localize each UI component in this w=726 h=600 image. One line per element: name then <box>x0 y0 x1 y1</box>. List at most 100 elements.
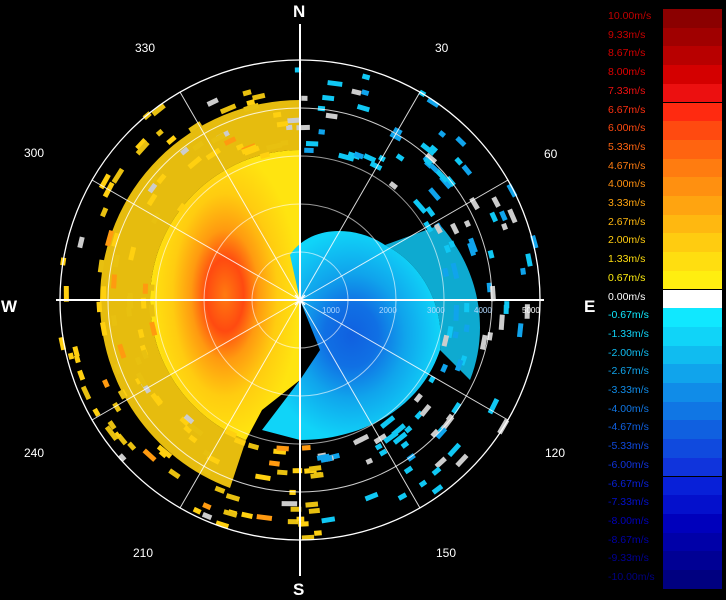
legend-swatch <box>663 158 722 178</box>
echo-gate <box>316 453 330 461</box>
echo-gate <box>364 491 379 502</box>
echo-gate <box>391 423 407 437</box>
echo-gate <box>447 442 462 458</box>
echo-gate <box>450 222 460 235</box>
legend-swatch <box>663 326 722 346</box>
echo-gate <box>72 345 80 358</box>
legend-swatch <box>663 364 722 383</box>
echo-gate <box>361 73 371 81</box>
echo-gate <box>118 453 127 462</box>
legend-row: -10.00m/s <box>606 570 722 589</box>
echo-gate <box>354 436 364 445</box>
echo-gate <box>325 112 338 120</box>
echo-gate <box>431 484 444 495</box>
echo-gate <box>498 314 505 330</box>
legend-swatch <box>663 420 722 440</box>
echo-gate <box>107 420 117 431</box>
legend-row: 6.67m/s <box>606 102 722 122</box>
legend-label: -4.00m/s <box>608 402 649 415</box>
echo-gate <box>102 378 110 388</box>
legend-row: -2.67m/s <box>606 364 722 383</box>
radar-ppi-display: 1000 2000 3000 4000 5000 <box>56 24 544 576</box>
legend-label: -2.00m/s <box>608 346 649 359</box>
legend-swatch <box>663 46 722 66</box>
echo-gate <box>188 434 198 444</box>
echo-gate <box>305 141 319 147</box>
legend-row: 10.00m/s <box>606 9 722 28</box>
echo-gate <box>351 88 362 96</box>
echo-gate <box>506 183 518 198</box>
echo-gate <box>225 493 241 502</box>
echo-gate <box>301 534 315 541</box>
echo-gate <box>215 520 230 530</box>
echo-gate <box>318 129 326 135</box>
legend-swatch <box>663 495 722 514</box>
legend-swatch <box>663 383 722 402</box>
echo-gate <box>305 501 319 508</box>
legend-row: 3.33m/s <box>606 196 722 215</box>
echo-gate <box>448 240 456 248</box>
echo-gate <box>202 449 212 458</box>
echo-gate <box>148 304 156 317</box>
echo-gate <box>223 509 238 518</box>
echo-gate <box>155 128 164 137</box>
echo-gate <box>242 89 252 97</box>
echo-gate <box>363 153 377 163</box>
legend-swatch <box>663 27 722 47</box>
echo-gate <box>80 385 92 401</box>
legend-label: -10.00m/s <box>608 571 655 583</box>
echo-gate <box>104 425 119 441</box>
echo-gate <box>104 229 115 247</box>
echo-gate <box>308 507 320 514</box>
legend-label: -9.33m/s <box>608 552 649 565</box>
bearing-label-330: 330 <box>135 41 156 55</box>
legend-swatch <box>663 476 722 496</box>
echo-gate <box>63 285 69 302</box>
legend-row: 7.33m/s <box>606 83 722 103</box>
outbound-velocity-region <box>149 150 300 440</box>
echo-gate <box>395 153 405 162</box>
echo-gate <box>247 442 260 451</box>
echo-gate <box>117 389 127 400</box>
echo-gate <box>450 262 460 280</box>
legend-label: 2.00m/s <box>608 234 646 247</box>
legend-swatch <box>663 551 722 570</box>
legend-row: 9.33m/s <box>606 27 722 47</box>
legend-row: -4.00m/s <box>606 401 722 421</box>
echo-gate <box>420 142 436 156</box>
echo-gate <box>378 448 388 457</box>
bearing-label-210: 210 <box>133 546 154 560</box>
echo-gate <box>322 94 335 102</box>
echo-gate <box>423 220 434 233</box>
legend-row: 0.00m/s <box>606 289 722 309</box>
legend-swatch <box>663 308 722 327</box>
legend-label: -0.67m/s <box>608 309 649 322</box>
echo-gate <box>281 501 298 507</box>
echo-gate <box>180 146 190 156</box>
echo-gate <box>146 193 158 207</box>
echo-gate <box>287 117 301 124</box>
echo-gate <box>423 157 433 167</box>
cardinal-north-label: N <box>293 2 306 21</box>
radar-site-marker <box>293 293 307 307</box>
legend-row: 4.67m/s <box>606 158 722 178</box>
echo-gate <box>520 267 527 275</box>
echo-gate <box>430 428 440 438</box>
legend-swatch <box>663 457 722 477</box>
legend-row: -3.33m/s <box>606 383 722 402</box>
echo-gate <box>501 222 509 231</box>
echo-gate <box>149 284 155 291</box>
legend-label: 8.00m/s <box>608 66 646 79</box>
echo-gate <box>412 198 428 214</box>
bearing-label-150: 150 <box>436 546 457 560</box>
legend-swatch <box>663 532 722 552</box>
bearing-label-240: 240 <box>24 446 45 460</box>
echo-gate <box>287 519 299 525</box>
echo-gate <box>255 473 271 481</box>
echo-gate <box>97 259 105 273</box>
echo-gate <box>507 208 518 224</box>
echo-gate <box>183 414 195 425</box>
legend-label: 4.67m/s <box>608 159 646 172</box>
legend-label: -5.33m/s <box>608 440 649 453</box>
echo-gate <box>101 286 107 301</box>
